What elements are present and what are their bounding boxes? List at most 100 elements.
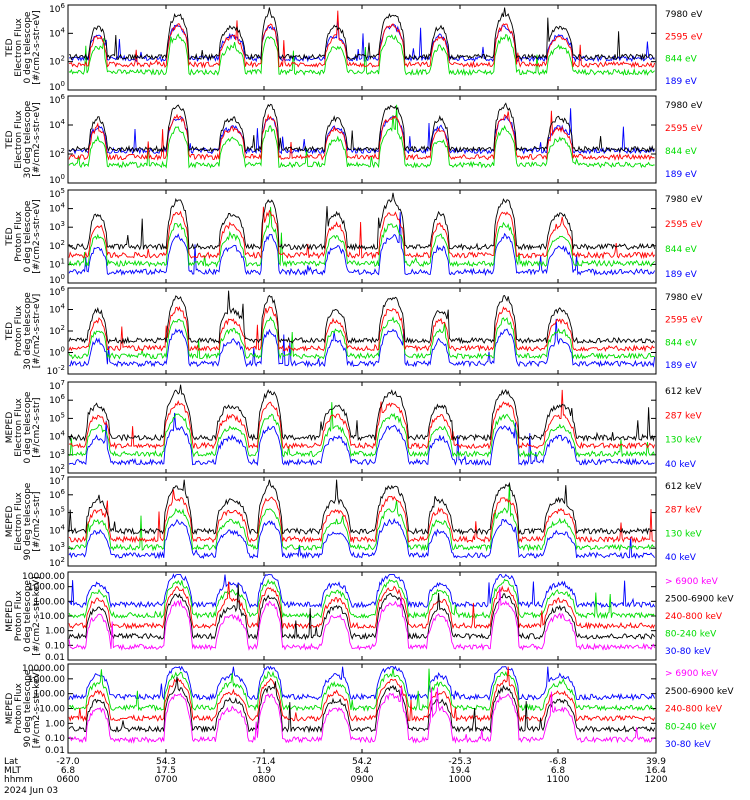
x-tick-lat: -25.3 <box>448 757 471 767</box>
y-tick-label: 105 <box>49 506 65 519</box>
y-tick-label: 1000.00 <box>28 675 65 685</box>
y-tick-label: 104 <box>49 202 65 215</box>
series-line-7980-ev <box>68 102 655 154</box>
y-tick-label: 100 <box>49 80 65 93</box>
legend-287-kev: 287 keV <box>665 411 702 421</box>
y-tick-label: 100 <box>49 346 65 359</box>
y-axis-label: Proton Flux <box>14 590 24 641</box>
y-tick-label: 10000.00 <box>22 572 65 582</box>
x-tick-mlt: 8.4 <box>355 766 370 776</box>
x-row-label: MLT <box>4 766 22 776</box>
y-axis-label: Electron Flux <box>14 110 24 169</box>
series-line-130-kev <box>68 484 655 552</box>
series-line-287-kev <box>68 489 655 544</box>
x-tick-hhmm: 1100 <box>547 775 570 785</box>
y-tick-label: 1.00 <box>45 627 65 637</box>
series-line-844-ev <box>68 33 655 77</box>
legend-40-kev: 40 keV <box>665 460 697 470</box>
y-axis-label: [#/cm2-s-str-eV] <box>32 10 42 85</box>
legend-189-ev: 189 eV <box>665 77 698 87</box>
y-axis-label: Proton Flux <box>14 211 24 262</box>
legend-287-kev: 287 keV <box>665 506 702 516</box>
series-line-612-kev <box>68 479 655 536</box>
series-line-844-ev <box>68 104 655 169</box>
y-axis-label: [#/cm2-s-str-eV] <box>32 199 42 274</box>
series-line-2595-ev <box>68 305 655 353</box>
y-tick-label: 103 <box>49 220 65 233</box>
x-tick-lat: 54.3 <box>156 757 176 767</box>
legend-189-ev: 189 eV <box>665 170 698 180</box>
legend-2500-6900-kev: 2500-6900 keV <box>665 595 734 605</box>
y-tick-label: 104 <box>49 523 65 536</box>
series-line-7980-ev <box>68 290 655 345</box>
series-line-240-800-kev <box>68 581 656 630</box>
y-tick-label: 10.00 <box>39 705 65 715</box>
series-line-30-80-kev <box>68 665 656 702</box>
y-axis-label: MEPED <box>5 506 15 538</box>
legend-7980-ev: 7980 eV <box>665 195 703 205</box>
legend-2595-ev: 2595 eV <box>665 220 703 230</box>
series-line-7980-ev <box>68 7 655 62</box>
legend-7980-ev: 7980 eV <box>665 10 703 20</box>
y-tick-label: 106 <box>49 93 65 106</box>
x-tick-hhmm: 0600 <box>57 775 80 785</box>
legend-844-ev: 844 eV <box>665 338 698 348</box>
series-line-2500-6900-kev <box>68 584 655 641</box>
y-tick-label: 107 <box>49 474 65 487</box>
y-tick-label: 101 <box>49 257 65 270</box>
legend-130-kev: 130 keV <box>665 529 702 539</box>
y-tick-label: 10000.00 <box>22 664 65 674</box>
y-axis-label: [#/cm2-s-str-keV] <box>32 669 42 748</box>
x-tick-hhmm: 1200 <box>645 775 668 785</box>
series-line-2595-ev <box>68 110 655 161</box>
legend-40-kev: 40 keV <box>665 553 697 563</box>
series-line-2500-6900-kev <box>68 676 656 734</box>
y-axis-label: [#/cm2-s-str] <box>32 491 42 551</box>
legend-612-kev: 612 keV <box>665 482 702 492</box>
y-tick-label: 104 <box>49 303 65 316</box>
y-tick-label: 102 <box>49 239 65 252</box>
y-tick-label: 102 <box>49 55 65 68</box>
x-row-label: hhmm <box>4 775 33 785</box>
legend-2500-6900-kev: 2500-6900 keV <box>665 687 734 697</box>
x-tick-mlt: 19.4 <box>450 766 470 776</box>
y-tick-label: 103 <box>49 448 65 461</box>
y-tick-label: 107 <box>49 379 65 392</box>
x-tick-hhmm: 0900 <box>351 775 374 785</box>
y-axis-label: MEPED <box>5 693 15 725</box>
y-tick-label: 104 <box>49 430 65 443</box>
legend-30-80-kev: 30-80 keV <box>665 647 711 657</box>
series-line-130-kev <box>68 402 656 458</box>
legend-30-80-kev: 30-80 keV <box>665 740 711 750</box>
y-axis-label: 90 deg telescope <box>23 669 33 747</box>
y-tick-label: 0.01 <box>45 746 65 756</box>
legend-7980-ev: 7980 eV <box>665 101 703 111</box>
y-tick-label: 106 <box>49 285 65 298</box>
y-axis-label: Electron Flux <box>14 492 24 551</box>
legend-2595-ev: 2595 eV <box>665 124 703 134</box>
y-tick-label: 106 <box>49 2 65 15</box>
x-tick-hhmm: 1000 <box>449 775 472 785</box>
legend-240-800-kev: 240-800 keV <box>665 612 723 622</box>
y-axis-label: [#/cm2-s-str-eV] <box>32 102 42 177</box>
y-tick-label: 102 <box>49 147 65 160</box>
series-line-40-kev <box>68 412 655 467</box>
y-axis-label: [#/cm2-s-str] <box>32 397 42 457</box>
y-tick-label: 0.10 <box>45 641 65 651</box>
x-tick-mlt: 17.5 <box>156 766 176 776</box>
x-tick-lat: 54.2 <box>352 757 372 767</box>
y-tick-label: 105 <box>49 187 65 200</box>
series-line--6900-kev <box>68 686 655 744</box>
legend--6900-kev: > 6900 keV <box>665 577 719 587</box>
panel-frame <box>67 381 657 474</box>
series-line-844-ev <box>68 206 655 268</box>
series-line--6900-kev <box>68 587 656 651</box>
x-tick-lat: -27.0 <box>56 757 80 767</box>
y-axis-label: TED <box>5 227 15 246</box>
y-tick-label: 106 <box>49 393 65 406</box>
x-tick-mlt: 16.4 <box>646 766 666 776</box>
y-tick-label: 102 <box>49 463 65 476</box>
y-axis-label: 30 deg telescope <box>23 292 33 370</box>
legend-612-kev: 612 keV <box>665 387 702 397</box>
